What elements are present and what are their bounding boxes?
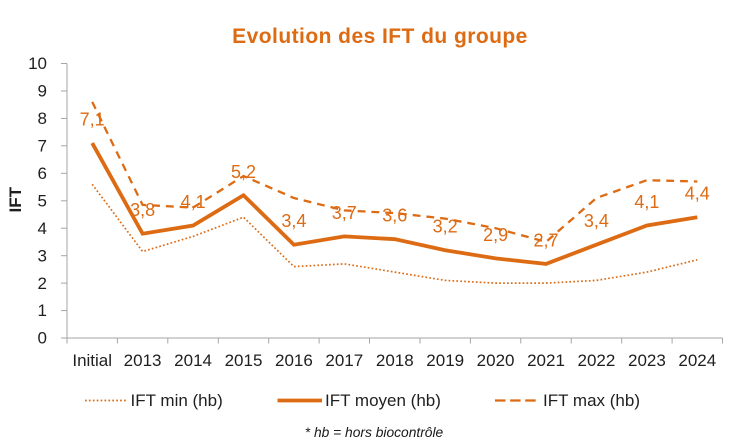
svg-text:2022: 2022 bbox=[577, 351, 615, 370]
svg-text:2017: 2017 bbox=[325, 351, 363, 370]
svg-text:IFT max (hb): IFT max (hb) bbox=[543, 391, 640, 410]
svg-text:10: 10 bbox=[28, 54, 47, 73]
svg-text:1: 1 bbox=[38, 301, 47, 320]
svg-text:2,9: 2,9 bbox=[483, 225, 508, 245]
svg-text:5: 5 bbox=[38, 191, 47, 210]
svg-text:4,1: 4,1 bbox=[181, 192, 206, 212]
svg-text:7: 7 bbox=[38, 137, 47, 156]
svg-text:2018: 2018 bbox=[376, 351, 414, 370]
svg-text:8: 8 bbox=[38, 109, 47, 128]
svg-text:3,7: 3,7 bbox=[332, 203, 357, 223]
svg-text:Evolution des IFT du groupe: Evolution des IFT du groupe bbox=[232, 25, 528, 48]
svg-text:2024: 2024 bbox=[678, 351, 716, 370]
svg-text:2,7: 2,7 bbox=[533, 230, 558, 250]
svg-text:* hb = hors biocontrôle: * hb = hors biocontrôle bbox=[305, 425, 444, 440]
svg-text:7,1: 7,1 bbox=[80, 110, 105, 130]
svg-text:4,4: 4,4 bbox=[685, 184, 710, 204]
svg-text:2020: 2020 bbox=[477, 351, 515, 370]
svg-text:2023: 2023 bbox=[628, 351, 666, 370]
svg-text:3,2: 3,2 bbox=[433, 217, 458, 237]
svg-text:4,1: 4,1 bbox=[634, 192, 659, 212]
svg-text:Initial: Initial bbox=[72, 351, 112, 370]
svg-text:9: 9 bbox=[38, 82, 47, 101]
svg-text:IFT: IFT bbox=[6, 186, 25, 212]
svg-text:6: 6 bbox=[38, 164, 47, 183]
svg-text:2013: 2013 bbox=[124, 351, 162, 370]
svg-text:2019: 2019 bbox=[426, 351, 464, 370]
svg-text:0: 0 bbox=[38, 329, 47, 348]
svg-text:3,4: 3,4 bbox=[281, 211, 306, 231]
svg-text:3,4: 3,4 bbox=[584, 211, 609, 231]
svg-text:2016: 2016 bbox=[275, 351, 313, 370]
svg-text:3,6: 3,6 bbox=[382, 206, 407, 226]
svg-text:5,2: 5,2 bbox=[231, 162, 256, 182]
svg-text:3: 3 bbox=[38, 246, 47, 265]
svg-text:2021: 2021 bbox=[527, 351, 565, 370]
svg-text:2015: 2015 bbox=[225, 351, 263, 370]
svg-text:3,8: 3,8 bbox=[130, 200, 155, 220]
svg-text:2014: 2014 bbox=[174, 351, 212, 370]
svg-text:4: 4 bbox=[38, 219, 47, 238]
svg-text:IFT moyen (hb): IFT moyen (hb) bbox=[325, 391, 441, 410]
svg-text:2: 2 bbox=[38, 274, 47, 293]
svg-text:IFT min (hb): IFT min (hb) bbox=[131, 391, 223, 410]
